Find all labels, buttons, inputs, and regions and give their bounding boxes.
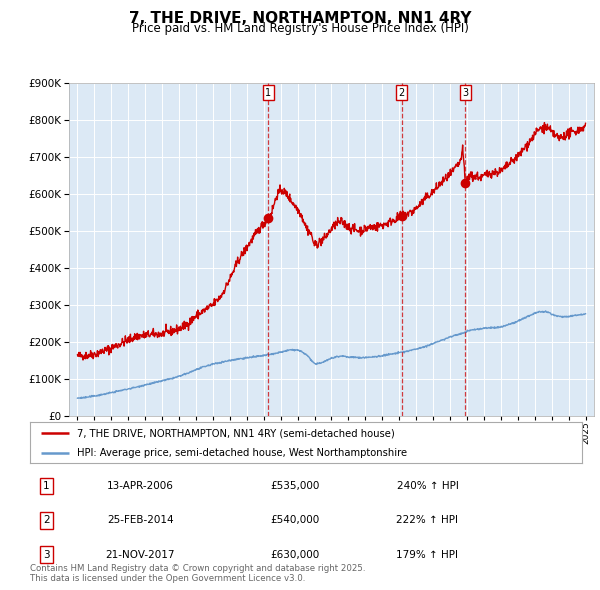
Text: 222% ↑ HPI: 222% ↑ HPI — [397, 516, 458, 525]
Text: 2: 2 — [43, 516, 50, 525]
Text: 7, THE DRIVE, NORTHAMPTON, NN1 4RY (semi-detached house): 7, THE DRIVE, NORTHAMPTON, NN1 4RY (semi… — [77, 428, 395, 438]
Text: 3: 3 — [462, 87, 469, 97]
Text: HPI: Average price, semi-detached house, West Northamptonshire: HPI: Average price, semi-detached house,… — [77, 448, 407, 458]
Text: 25-FEB-2014: 25-FEB-2014 — [107, 516, 174, 525]
Text: Price paid vs. HM Land Registry's House Price Index (HPI): Price paid vs. HM Land Registry's House … — [131, 22, 469, 35]
Text: 1: 1 — [43, 481, 50, 491]
Text: 21-NOV-2017: 21-NOV-2017 — [106, 550, 175, 559]
Text: £630,000: £630,000 — [271, 550, 320, 559]
Text: 3: 3 — [43, 550, 50, 559]
Text: 13-APR-2006: 13-APR-2006 — [107, 481, 174, 491]
Text: 240% ↑ HPI: 240% ↑ HPI — [397, 481, 458, 491]
Text: 179% ↑ HPI: 179% ↑ HPI — [397, 550, 458, 559]
Text: 2: 2 — [398, 87, 405, 97]
Text: 7, THE DRIVE, NORTHAMPTON, NN1 4RY: 7, THE DRIVE, NORTHAMPTON, NN1 4RY — [129, 11, 471, 25]
Text: 1: 1 — [265, 87, 272, 97]
Text: Contains HM Land Registry data © Crown copyright and database right 2025.
This d: Contains HM Land Registry data © Crown c… — [30, 563, 365, 583]
Text: £535,000: £535,000 — [270, 481, 320, 491]
Text: £540,000: £540,000 — [271, 516, 320, 525]
